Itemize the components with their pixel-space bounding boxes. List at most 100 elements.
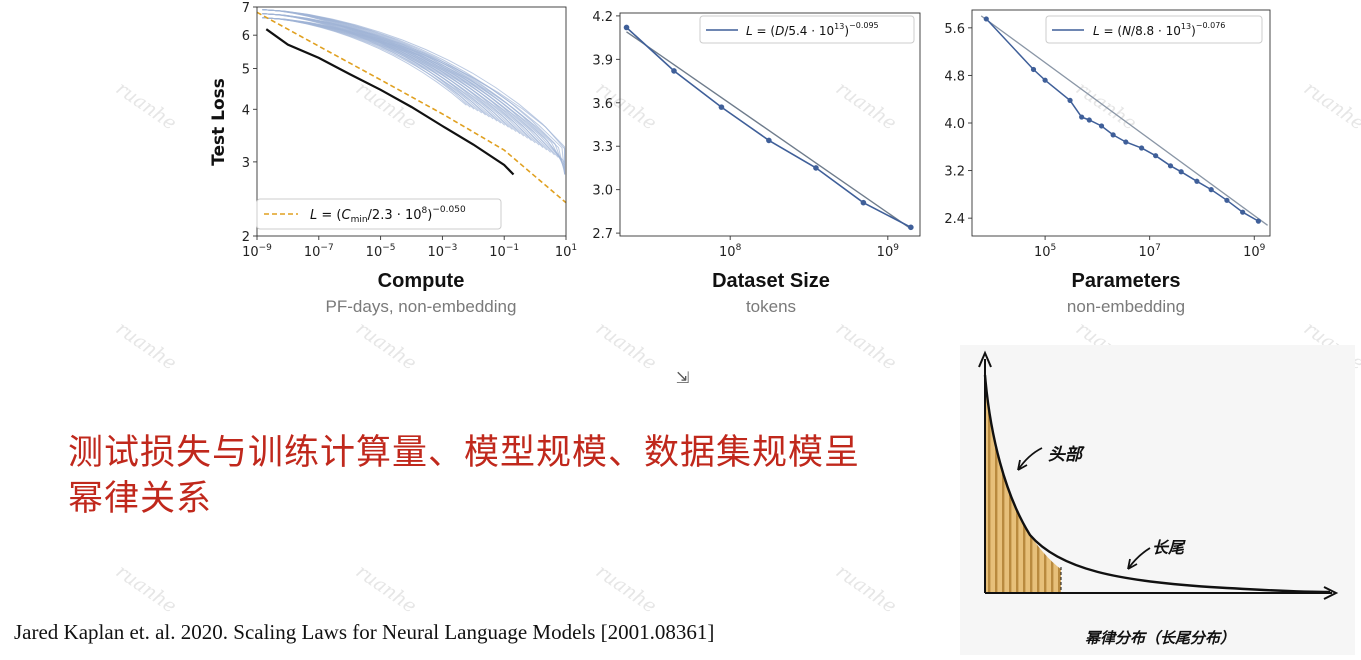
compute-subtitle: PF-days, non-embedding bbox=[325, 297, 517, 316]
parameters-point bbox=[1167, 163, 1174, 169]
training-curve bbox=[262, 17, 548, 151]
parameters-chart: 105 107 109 2.4 3.2 4.0 4.8 5.6 L = (N/8.8 · 10… bbox=[944, 9, 1271, 260]
x-tick-label: 105 bbox=[1034, 243, 1056, 260]
watermark: ruanhe bbox=[1299, 77, 1361, 135]
training-curve bbox=[262, 17, 536, 144]
watermark: ruanhe bbox=[831, 560, 901, 618]
dataset-point bbox=[766, 137, 772, 144]
training-curve bbox=[262, 9, 498, 122]
training-curve bbox=[262, 13, 551, 153]
y-tick-label: 4.8 bbox=[944, 69, 965, 84]
parameters-point bbox=[1086, 117, 1092, 123]
x-tick-label: 10−1 bbox=[489, 243, 519, 260]
training-curve bbox=[262, 17, 566, 174]
dataset-point bbox=[671, 68, 677, 74]
x-tick-label: 10−5 bbox=[366, 243, 396, 260]
parameters-point bbox=[1110, 132, 1116, 138]
parameters-point bbox=[1042, 77, 1048, 83]
watermark: ruanhe bbox=[111, 317, 181, 375]
y-tick-label: 2 bbox=[242, 230, 250, 245]
y-tick-label: 4.0 bbox=[944, 117, 965, 132]
y-tick-label: 4 bbox=[242, 103, 250, 118]
parameters-point bbox=[1153, 153, 1159, 159]
compute-fit-line bbox=[256, 11, 567, 204]
y-tick-label: 3.6 bbox=[592, 97, 613, 112]
dataset-legend: L = (D/5.4 · 1013)−0.095 bbox=[699, 15, 915, 44]
training-curve bbox=[262, 13, 563, 161]
parameters-point bbox=[1123, 139, 1129, 145]
parameters-point bbox=[1079, 114, 1085, 120]
y-tick-label: 3.9 bbox=[592, 53, 613, 68]
dataset-point bbox=[718, 104, 725, 110]
plot-frame bbox=[256, 6, 567, 237]
parameters-data-line bbox=[985, 18, 1259, 222]
watermark: ruanhe bbox=[111, 560, 181, 618]
parameters-point bbox=[1067, 97, 1073, 103]
x-tick-label: 101 bbox=[555, 243, 577, 260]
headline: 测试损失与训练计算量、模型规模、数据集规模呈幂律关系 bbox=[68, 433, 861, 519]
parameters-title: Parameters bbox=[1071, 270, 1181, 292]
parameters-point bbox=[1224, 197, 1230, 203]
dataset-legend-label: L = (D/5.4 · 1013)−0.095 bbox=[746, 21, 879, 38]
compute-frontier-line bbox=[265, 28, 515, 176]
training-curve bbox=[262, 13, 566, 175]
parameters-legend: L = (N/8.8 · 1013)−0.076 bbox=[1045, 15, 1263, 44]
y-tick-label: 3.3 bbox=[592, 140, 613, 155]
training-curve bbox=[262, 13, 494, 120]
parameters-point bbox=[1194, 178, 1200, 184]
y-tick-label: 5.6 bbox=[944, 22, 965, 37]
compute-title: Compute bbox=[377, 270, 465, 292]
training-curve bbox=[262, 9, 521, 135]
parameters-point bbox=[1240, 209, 1246, 215]
dataset-point bbox=[623, 24, 630, 31]
parameters-point bbox=[1138, 145, 1145, 151]
training-curve bbox=[262, 13, 529, 139]
head-arrow bbox=[1017, 447, 1043, 471]
parameters-subtitle: non-embedding bbox=[1066, 297, 1186, 316]
head-label: 头部 bbox=[1048, 445, 1085, 465]
training-curve bbox=[262, 13, 506, 126]
watermark: ruanhe bbox=[591, 560, 661, 618]
parameters-legend-label: L = (N/8.8 · 1013)−0.076 bbox=[1093, 21, 1225, 38]
y-tick-label: 4.2 bbox=[592, 10, 613, 25]
dataset-data-line bbox=[625, 26, 912, 229]
mouse-cursor-icon: ⇲ bbox=[676, 368, 690, 387]
dataset-title: Dataset Size bbox=[712, 270, 830, 292]
parameters-fit-line bbox=[980, 15, 1268, 226]
compute-legend: L = (Cmin/2.3 · 108)−0.050 bbox=[256, 198, 502, 230]
tail-arrow bbox=[1127, 547, 1151, 570]
compute-ylabel: Test Loss bbox=[209, 78, 229, 166]
power-law-sketch: 头部 长尾 幂律分布（长尾分布） bbox=[960, 345, 1355, 655]
watermark: ruanhe bbox=[351, 560, 421, 618]
training-curve bbox=[262, 9, 566, 175]
training-curve bbox=[262, 9, 544, 148]
training-curve bbox=[262, 13, 540, 146]
tail-label: 长尾 bbox=[1152, 538, 1186, 557]
power-law-curve bbox=[983, 374, 1331, 594]
x-tick-label: 109 bbox=[877, 243, 900, 260]
compute-legend-label: L = (Cmin/2.3 · 108)−0.050 bbox=[310, 205, 466, 225]
training-curve bbox=[262, 17, 566, 175]
parameters-point bbox=[1030, 66, 1037, 73]
training-curve bbox=[262, 13, 517, 132]
sketch-caption: 幂律分布（长尾分布） bbox=[1085, 629, 1235, 647]
watermark: ruanhe bbox=[111, 77, 181, 135]
dataset-subtitle: tokens bbox=[745, 297, 797, 316]
x-tick-label: 109 bbox=[1243, 243, 1266, 260]
watermark: ruanhe bbox=[351, 317, 421, 375]
training-curve bbox=[262, 9, 565, 163]
y-tick-label: 2.7 bbox=[592, 227, 613, 242]
x-tick-label: 10−9 bbox=[242, 243, 272, 260]
training-curve bbox=[262, 9, 509, 128]
dataset-point bbox=[908, 224, 914, 231]
training-curve bbox=[262, 9, 532, 141]
y-tick-label: 7 bbox=[242, 1, 250, 16]
y-tick-label: 2.4 bbox=[944, 212, 965, 227]
parameters-point bbox=[983, 16, 989, 22]
dataset-chart: 108 109 2.7 3.0 3.3 3.6 3.9 4.2 L = (D/5.4 · 10… bbox=[592, 10, 921, 260]
x-tick-label: 108 bbox=[719, 243, 742, 260]
parameters-point bbox=[1098, 123, 1105, 129]
x-tick-label: 107 bbox=[1139, 243, 1161, 260]
training-curve bbox=[262, 17, 525, 137]
